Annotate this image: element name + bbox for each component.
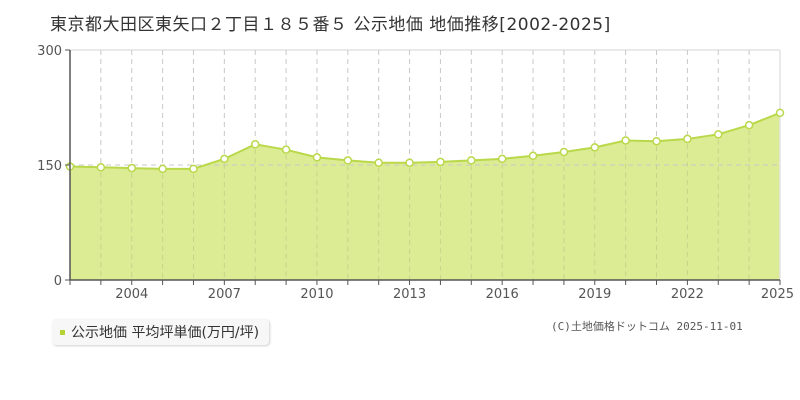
data-point xyxy=(220,154,229,164)
data-point xyxy=(405,158,414,167)
data-point xyxy=(528,151,538,161)
legend: 公示地価 平均坪単価(万円/坪) xyxy=(52,319,270,345)
x-tick-label: 2004 xyxy=(115,287,148,302)
data-point xyxy=(250,140,260,149)
x-tick-label: 2010 xyxy=(300,287,333,302)
x-tick-label: 2013 xyxy=(393,287,426,302)
data-point xyxy=(497,154,507,164)
x-tick-label: 2022 xyxy=(671,287,704,302)
data-point xyxy=(652,136,661,146)
copyright-notice: (C)土地価格ドットコム 2025-11-01 xyxy=(551,320,743,333)
legend-swatch-icon xyxy=(60,329,65,335)
x-tick-label: 2019 xyxy=(578,287,611,302)
data-point xyxy=(281,145,291,154)
x-tick-label: 2007 xyxy=(208,287,241,302)
data-point xyxy=(312,153,322,162)
data-point xyxy=(714,130,723,139)
data-point xyxy=(158,164,167,174)
data-point xyxy=(374,158,383,167)
data-point xyxy=(559,147,569,157)
data-point xyxy=(775,108,785,118)
data-point xyxy=(744,120,754,130)
x-tick-label: 2016 xyxy=(486,287,519,302)
y-tick-label: 0 xyxy=(54,274,62,289)
data-point xyxy=(590,143,600,152)
data-point xyxy=(189,164,198,174)
data-point xyxy=(467,156,476,165)
data-point xyxy=(683,134,692,144)
legend-label: 公示地価 平均坪単価(万円/坪) xyxy=(71,325,260,341)
x-tick-label: 2025 xyxy=(761,287,794,302)
data-point xyxy=(127,163,136,173)
data-point xyxy=(96,163,106,172)
chart-title: 東京都大田区東矢口２丁目１８５番５ 公示地価 地価推移[2002-2025] xyxy=(50,15,611,35)
y-tick-label: 300 xyxy=(37,44,62,59)
data-point xyxy=(436,157,445,167)
data-point xyxy=(621,136,630,145)
y-tick-label: 150 xyxy=(37,159,62,174)
data-point xyxy=(343,156,353,165)
series-line xyxy=(69,111,781,170)
area-fill xyxy=(70,112,780,280)
